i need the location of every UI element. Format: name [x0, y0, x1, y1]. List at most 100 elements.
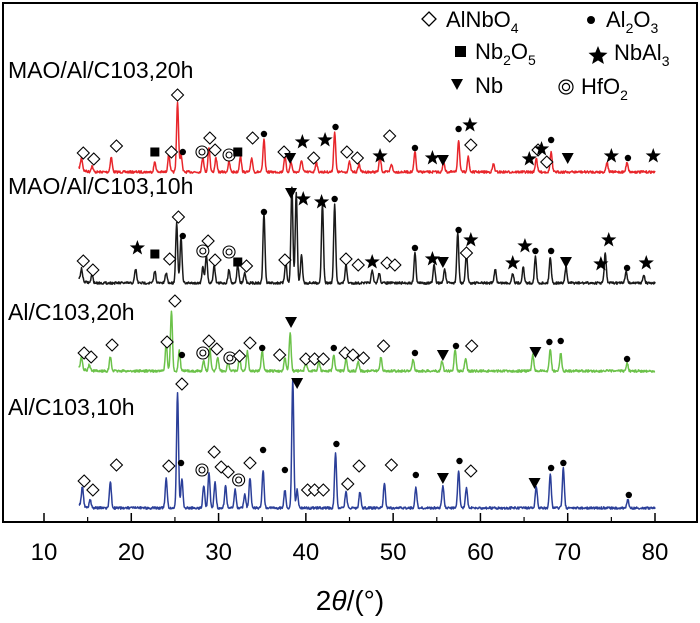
marker-diamond-0-33 [539, 155, 554, 169]
marker-circle-3-5 [177, 459, 185, 467]
marker-circle-0-19 [332, 123, 339, 131]
marker-triangle-2-14 [285, 317, 298, 328]
series-line-3 [78, 378, 656, 510]
marker-star-0-25 [424, 150, 441, 165]
marker-star-0-38 [645, 148, 661, 163]
marker-diamond-3-1 [86, 483, 100, 497]
marker-star-0-16 [294, 134, 310, 149]
marker-diamond-3-25 [464, 464, 478, 478]
marker-circle-0-27 [455, 125, 462, 133]
marker-diamond-2-2 [105, 338, 119, 352]
marker-diamond-2-1 [84, 350, 98, 364]
series-line-1 [78, 186, 656, 285]
marker-circle-1-24 [411, 244, 419, 252]
marker-diamond-2-3 [160, 335, 174, 349]
marker-star-0-36 [603, 148, 619, 163]
marker-diamond-2-21 [356, 351, 371, 365]
marker-triangle-0-26 [436, 155, 449, 166]
legend-diamond-symbol [421, 11, 437, 27]
marker-diamond-0-9 [208, 143, 222, 157]
marker-diamond-2-26 [464, 339, 479, 353]
marker-diamond-2-7 [202, 334, 216, 348]
x-tick-label-50: 50 [380, 539, 407, 566]
marker-square-1-11 [233, 257, 243, 267]
marker-circle-3-18 [333, 440, 340, 448]
marker-circle-2-25 [452, 342, 460, 350]
marker-ring-3-6 [195, 463, 209, 477]
marker-star-1-35 [601, 232, 617, 247]
marker-ring-3-10 [232, 473, 246, 487]
marker-diamond-3-19 [340, 477, 355, 491]
marker-ring-1-7 [196, 244, 210, 258]
marker-diamond-3-17 [316, 483, 331, 497]
marker-diamond-1-1 [86, 263, 100, 277]
marker-star-1-38 [638, 255, 654, 270]
marker-star-1-30 [505, 255, 521, 270]
marker-circle-1-18 [331, 195, 338, 203]
marker-star-1-28 [463, 232, 479, 247]
marker-triangle-3-14 [291, 378, 304, 389]
marker-triangle-2-27 [529, 347, 542, 358]
marker-diamond-3-9 [221, 465, 235, 479]
marker-circle-2-28 [546, 338, 553, 346]
x-tick-label-70: 70 [554, 539, 581, 566]
marker-star-1-36 [593, 256, 609, 271]
marker-circle-0-13 [260, 130, 268, 138]
x-tick-label-60: 60 [467, 539, 494, 566]
marker-diamond-0-2 [109, 139, 124, 153]
marker-circle-3-13 [281, 466, 289, 474]
marker-circle-3-29 [625, 491, 633, 499]
series-line-2 [78, 310, 656, 373]
marker-diamond-0-1 [86, 152, 101, 166]
series-layer [78, 101, 656, 510]
marker-diamond-0-0 [76, 146, 91, 160]
marker-star-0-18 [317, 132, 333, 147]
marker-triangle-0-15 [284, 153, 297, 164]
legend-triangle-symbol [451, 79, 463, 90]
marker-circle-0-34 [547, 136, 555, 144]
legend-circle-symbol [587, 16, 595, 24]
marker-diamond-1-4 [162, 252, 177, 266]
marker-ring-2-9 [223, 351, 237, 365]
marker-diamond-3-11 [243, 456, 257, 470]
marker-diamond-2-22 [376, 339, 391, 353]
series-label-mao-20h: MAO/Al/C103,20h [8, 57, 193, 83]
marker-diamond-0-12 [245, 131, 260, 145]
marker-diamond-3-2 [109, 458, 124, 472]
marker-ring-0-7 [195, 145, 209, 159]
marker-circle-3-24 [456, 457, 463, 465]
marker-diamond-2-17 [316, 352, 331, 366]
marker-circle-2-23 [411, 349, 419, 357]
marker-diamond-1-8 [201, 234, 215, 248]
marker-diamond-2-4 [168, 294, 182, 308]
marker-circle-3-12 [259, 446, 267, 454]
marker-triangle-1-26 [436, 257, 449, 268]
marker-circle-2-18 [330, 344, 337, 352]
marker-circle-2-30 [623, 355, 631, 363]
marker-diamond-3-7 [207, 445, 221, 459]
marker-ring-1-10 [222, 245, 236, 259]
marker-circle-2-29 [557, 337, 564, 345]
legend: AlNbO4 Al2O3 Nb2O5 NbAl3 Nb HfO2 [421, 7, 670, 103]
marker-diamond-2-8 [210, 342, 224, 356]
marker-ring-0-10 [222, 148, 236, 162]
marker-diamond-1-5 [171, 210, 186, 224]
marker-diamond-3-0 [77, 474, 91, 488]
marker-circle-0-24 [411, 144, 419, 152]
marker-triangle-2-24 [436, 350, 449, 361]
marker-circle-0-6 [179, 148, 186, 156]
marker-diamond-3-3 [162, 459, 176, 473]
marker-triangle-0-35 [561, 153, 574, 164]
marker-circle-3-22 [412, 471, 420, 479]
marker-square-0-11 [233, 147, 243, 157]
marker-ring-2-6 [196, 346, 210, 360]
legend-star-symbol [588, 46, 608, 64]
marker-triangle-1-15 [285, 188, 298, 199]
x-tick-label-40: 40 [293, 539, 320, 566]
marker-diamond-1-23 [388, 258, 402, 272]
marker-diamond-2-10 [232, 349, 247, 363]
marker-diamond-2-13 [272, 348, 287, 362]
marker-diamond-1-0 [76, 254, 91, 268]
marker-diamond-0-20 [340, 145, 354, 159]
marker-star-0-30 [521, 151, 537, 166]
